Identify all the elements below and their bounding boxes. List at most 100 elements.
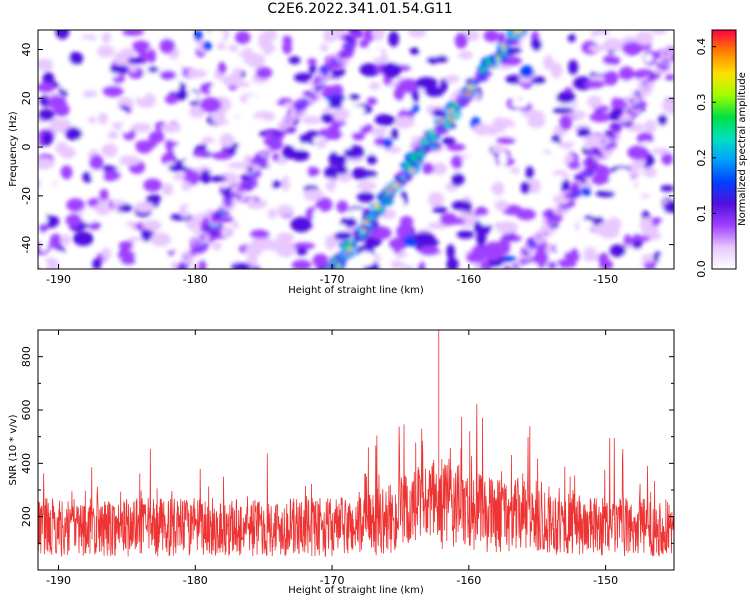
spectrogram-cell [408, 30, 427, 38]
spectrogram-cell [291, 259, 312, 269]
spectrogram-cell [425, 48, 440, 58]
spectrogram-cell [643, 167, 657, 178]
x-tick-label: -150 [593, 273, 618, 286]
spectrogram-cell [109, 109, 128, 123]
spectrogram-cell [424, 86, 445, 97]
spectrogram-cell [320, 43, 329, 52]
spectrogram-cell [60, 165, 73, 180]
spectrogram-cell [478, 169, 500, 179]
spectrogram-cell [342, 143, 352, 150]
spectrogram-cell [591, 174, 610, 186]
spectrogram-cell [602, 55, 621, 65]
spectrogram-cell [653, 133, 670, 143]
spectrogram-cell [432, 108, 445, 118]
spectrogram-noise [38, 30, 674, 269]
snr-y-axis-label: SNR (10 * v/v) [8, 414, 19, 485]
spectrogram-y-axis-label: Frequency (Hz) [8, 111, 19, 187]
spectrogram-cell [510, 91, 521, 101]
spectrogram-cell [428, 191, 444, 208]
spectrogram-cell [427, 174, 445, 183]
spectrogram-cell [187, 91, 199, 102]
feature-core [214, 214, 220, 220]
spectrogram-cell [584, 80, 605, 89]
spectrogram-cell [105, 104, 118, 112]
spectrogram-cell [516, 208, 536, 221]
spectrogram-cell [38, 58, 54, 72]
spectrogram-cell [415, 77, 438, 90]
feature-core [485, 59, 492, 65]
spectrogram-cell [328, 151, 339, 167]
spectrogram-cell [605, 157, 622, 164]
spectrogram-cell [395, 196, 405, 213]
feature-core [427, 130, 436, 137]
spectrogram-cell [245, 243, 263, 258]
spectrogram-cell [202, 41, 212, 51]
spectrogram-cell [211, 241, 222, 251]
spectrogram-cell [245, 143, 256, 154]
spectrogram-cell [118, 240, 134, 251]
y-tick-label: -20 [20, 187, 33, 205]
spectrogram-cell [206, 142, 217, 153]
spectrogram-cell [53, 102, 70, 117]
spectrogram-cell [520, 65, 534, 78]
spectrogram-cell [150, 232, 171, 247]
spectrogram-cell [307, 58, 317, 66]
spectrogram-cell [368, 82, 381, 90]
spectrogram-cell [232, 67, 242, 80]
spectrogram-cell [98, 112, 108, 125]
spectrogram-cell [267, 91, 280, 104]
spectrogram-cell [356, 181, 377, 191]
spectrogram-cell [334, 165, 349, 175]
x-tick-label: -180 [183, 574, 208, 587]
x-tick-label: -190 [46, 574, 71, 587]
feature-core [513, 30, 523, 34]
feature-core [199, 234, 207, 240]
spectrogram-cell [370, 226, 392, 240]
spectrogram-cell [97, 45, 115, 58]
spectrogram-cell [422, 115, 439, 131]
spectrogram-cell [148, 131, 165, 144]
spectrogram-cell [525, 166, 534, 179]
spectrogram-cell [425, 253, 442, 268]
spectrogram-cell [226, 178, 239, 186]
spectrogram-cell [394, 116, 415, 129]
spectrogram-cell [583, 246, 597, 261]
feature-core [285, 119, 290, 124]
spectrogram-cell [440, 137, 456, 145]
feature-core [344, 34, 353, 42]
spectrogram-cell [38, 157, 55, 170]
spectrogram-cell [631, 235, 651, 242]
spectrogram-cell [626, 163, 643, 170]
spectrogram-cell [220, 225, 231, 238]
colorbar-tick-label: 0.2 [695, 149, 708, 167]
spectrogram-cell [256, 177, 273, 189]
y-tick-label: 400 [20, 453, 33, 474]
feature-core [369, 210, 376, 217]
spectrogram-cell [168, 164, 185, 172]
spectrogram-cell [568, 161, 580, 170]
spectrogram-cell [288, 31, 309, 40]
spectrogram-cell [539, 94, 557, 108]
spectrogram-cell [269, 51, 281, 62]
spectrogram-cell [589, 75, 605, 82]
spectrogram-cell [277, 157, 287, 165]
spectrogram-cell [164, 94, 179, 105]
feature-core [419, 146, 425, 153]
feature-core [628, 98, 636, 103]
spectrogram-cell [568, 59, 579, 75]
spectrogram-cell [644, 53, 653, 63]
spectrogram-cell [541, 141, 561, 153]
spectrogram-cell [231, 221, 240, 229]
spectrogram-cell [147, 49, 157, 64]
spectrogram-cell [480, 177, 491, 191]
feature-core [225, 199, 230, 203]
spectrogram-cell [444, 75, 460, 84]
spectrogram-cell [134, 201, 155, 213]
spectrogram-cell [409, 47, 420, 56]
spectrogram-cell [643, 260, 657, 269]
spectrogram-cell [496, 83, 507, 98]
spectrogram-cell [38, 223, 48, 234]
spectrogram-cell [147, 66, 159, 73]
feature-core [661, 58, 670, 63]
spectrogram-cell [189, 99, 199, 106]
